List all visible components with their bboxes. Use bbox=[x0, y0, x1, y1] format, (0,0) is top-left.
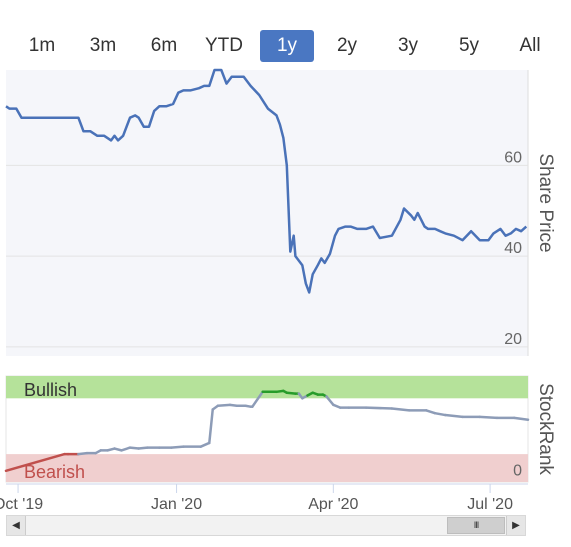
stockrank-segment bbox=[390, 407, 411, 412]
stockrank-segment bbox=[128, 446, 140, 450]
x-tick-label: Oct '19 bbox=[0, 496, 43, 512]
bullish-band bbox=[6, 376, 528, 399]
stockrank-segment bbox=[137, 446, 149, 450]
range-button-5y[interactable]: 5y bbox=[458, 35, 480, 56]
x-tick-label: Apr '20 bbox=[308, 496, 358, 512]
stockrank-segment bbox=[444, 413, 464, 419]
range-button-3y[interactable]: 3y bbox=[397, 35, 419, 56]
navigator-scrollbar[interactable]: ◀ III ▶ bbox=[6, 515, 526, 536]
scroll-left-arrow-icon[interactable]: ◀ bbox=[7, 516, 26, 535]
stockrank-segment bbox=[216, 403, 232, 408]
range-selector: 1m 3m 6m YTD 1y 2y 3y 5y All bbox=[0, 26, 571, 66]
range-button-all[interactable]: All bbox=[519, 35, 541, 56]
x-tick-label: Jan '20 bbox=[151, 496, 202, 512]
range-button-2y[interactable]: 2y bbox=[336, 35, 358, 56]
stockrank-segment bbox=[199, 441, 211, 448]
range-button-3m[interactable]: 3m bbox=[89, 35, 117, 56]
stockrank-segment bbox=[285, 391, 297, 395]
price-tick-label: 40 bbox=[504, 240, 522, 257]
stockrank-axis-title: StockRank bbox=[535, 383, 556, 475]
stockrank-segment bbox=[251, 390, 264, 408]
stockrank-segment bbox=[77, 451, 89, 456]
stockrank-segment bbox=[478, 415, 499, 420]
range-button-6m[interactable]: 6m bbox=[150, 35, 178, 56]
scrollbar-thumb[interactable]: III bbox=[447, 517, 505, 534]
stockrank-segment bbox=[512, 416, 530, 421]
scroll-right-arrow-icon[interactable]: ▶ bbox=[506, 516, 525, 535]
range-button-1y[interactable]: 1y bbox=[260, 30, 314, 62]
stockrank-segment bbox=[425, 409, 437, 415]
price-plot-area bbox=[6, 70, 528, 356]
stockrank-segment bbox=[433, 411, 447, 417]
price-tick-label: 60 bbox=[504, 149, 522, 166]
stockrank-segment bbox=[170, 445, 185, 449]
price-and-stockrank-chart: 20 40 60 Share Price Bullish Bearish 0 StockRan… bbox=[0, 68, 556, 512]
range-button-ytd[interactable]: YTD bbox=[205, 35, 243, 56]
share-price-axis-title: Share Price bbox=[535, 153, 556, 252]
stockrank-segment bbox=[120, 446, 132, 452]
share-price-line bbox=[5, 68, 528, 294]
stockrank-segment bbox=[4, 452, 66, 473]
stockrank-tick-label: 0 bbox=[513, 463, 522, 480]
price-tick-label: 20 bbox=[504, 331, 522, 348]
bullish-band-label: Bullish bbox=[24, 380, 77, 400]
x-tick-label: Jul '20 bbox=[467, 496, 513, 512]
stockrank-segment bbox=[208, 408, 214, 445]
range-button-1m[interactable]: 1m bbox=[28, 35, 56, 56]
bearish-band-label: Bearish bbox=[24, 462, 85, 482]
stockrank-segment bbox=[364, 406, 394, 410]
stockrank-segment bbox=[325, 395, 335, 407]
bearish-band bbox=[6, 454, 528, 482]
